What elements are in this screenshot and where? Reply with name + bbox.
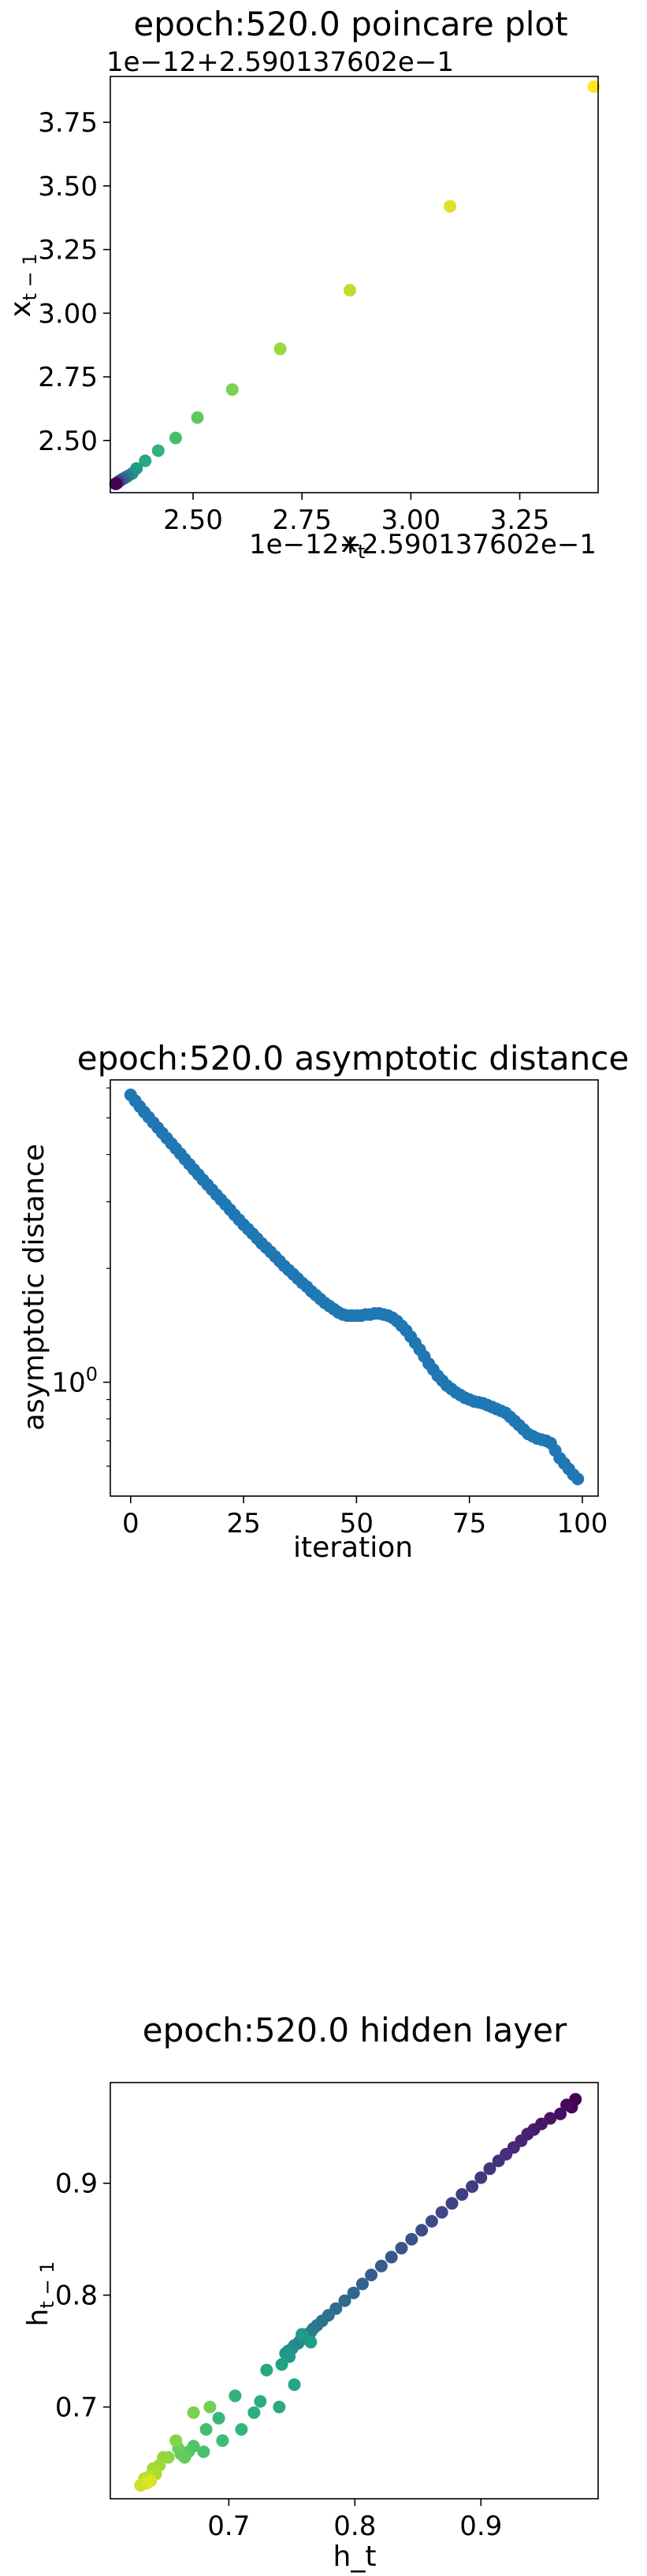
data-point — [212, 2411, 225, 2425]
hidden-y-label: ht − 1 — [22, 2261, 58, 2327]
y-tick-label: 100 — [51, 1364, 98, 1399]
data-point — [587, 80, 601, 93]
data-point — [273, 342, 287, 356]
data-point — [247, 2406, 261, 2419]
x-tick-label: 3.25 — [490, 504, 550, 536]
data-point — [191, 411, 204, 424]
data-point — [151, 444, 165, 457]
data-point — [374, 2259, 388, 2273]
x-tick-label: 2.50 — [163, 504, 223, 536]
x-tick-label: 0.8 — [333, 2511, 376, 2542]
asymptotic-chart: epoch:520.0 asymptotic distance 0 25 50 75 1… — [18, 1039, 629, 1564]
data-point — [365, 2269, 378, 2282]
hidden-points — [134, 2093, 582, 2492]
asymptotic-title: epoch:520.0 asymptotic distance — [77, 1039, 629, 1078]
x-tick-label: 0.7 — [207, 2511, 250, 2542]
y-tick-label: 3.00 — [38, 298, 98, 329]
data-point — [474, 2171, 488, 2184]
poincare-ticks: 2.50 2.75 3.00 3.25 2.50 2.75 3.00 3.25 3.50 3.75 — [38, 107, 549, 536]
data-point — [338, 2294, 351, 2307]
data-point — [483, 2162, 496, 2176]
data-point — [229, 2389, 242, 2403]
data-point — [109, 477, 122, 490]
poincare-frame — [110, 76, 599, 493]
y-tick-label: 0.7 — [55, 2392, 98, 2424]
data-point — [466, 2180, 479, 2193]
data-point — [273, 2400, 286, 2414]
x-tick-label: 75 — [452, 1508, 486, 1539]
x-tick-label: 2.75 — [272, 504, 332, 536]
data-point — [260, 2363, 273, 2377]
asymptotic-x-label: iteration — [293, 1532, 413, 1564]
x-tick-label: 3.00 — [381, 504, 441, 536]
hidden-title: epoch:520.0 hidden layer — [143, 2011, 567, 2049]
hidden-ticks: 0.7 0.8 0.9 0.7 0.8 0.9 — [55, 2168, 502, 2542]
poincare-title: epoch:520.0 poincare plot — [133, 5, 567, 43]
data-point — [492, 2154, 505, 2168]
x-tick-label: 50 — [340, 1508, 374, 1539]
data-point — [254, 2395, 267, 2408]
x-tick-label: 25 — [226, 1508, 260, 1539]
data-point — [216, 2434, 229, 2448]
asymptotic-frame — [110, 1079, 599, 1497]
y-tick-label: 3.50 — [38, 171, 98, 203]
data-point — [444, 199, 457, 213]
data-point — [405, 2232, 418, 2246]
y-tick-label: 2.75 — [38, 362, 98, 393]
data-point — [139, 454, 152, 467]
data-point — [571, 1472, 585, 1486]
poincare-chart: epoch:520.0 poincare plot 1e−12+2.590137… — [5, 5, 601, 563]
x-tick-label: 0 — [122, 1508, 139, 1539]
data-point — [343, 284, 356, 297]
data-point — [395, 2242, 408, 2255]
data-point — [415, 2224, 429, 2237]
data-point — [235, 2423, 248, 2436]
y-tick-label: 0.9 — [55, 2168, 98, 2200]
y-tick-label: 0.8 — [55, 2280, 98, 2312]
poincare-y-offset: 1e−12+2.590137602e−1 — [106, 47, 454, 78]
data-point — [178, 2451, 191, 2464]
hidden-x-label: h_t — [333, 2541, 377, 2573]
data-point — [197, 2445, 210, 2459]
data-point — [203, 2400, 217, 2414]
data-point — [560, 2098, 574, 2112]
data-point — [225, 383, 239, 396]
poincare-x-offset: 1e−12+2.590137602e−1 — [249, 529, 597, 560]
x-tick-label: 0.9 — [459, 2511, 502, 2542]
data-point — [187, 2406, 200, 2419]
data-point — [554, 2107, 567, 2120]
y-tick-label: 3.25 — [38, 235, 98, 266]
data-point — [144, 2474, 158, 2488]
data-point — [169, 431, 182, 445]
data-point — [304, 2336, 318, 2349]
data-point — [296, 2328, 309, 2341]
asymptotic-points — [124, 1089, 585, 1486]
data-point — [435, 2206, 448, 2219]
data-point — [283, 2350, 296, 2363]
hidden-chart: epoch:520.0 hidden layer 0.7 0.8 0.9 0.7 0.8… — [22, 2011, 599, 2573]
data-point — [385, 2250, 398, 2264]
data-point — [445, 2197, 459, 2210]
data-point — [275, 2358, 288, 2371]
data-point — [169, 2434, 183, 2448]
poincare-points — [109, 80, 601, 490]
data-point — [288, 2378, 301, 2392]
poincare-y-label: xt − 1 — [5, 253, 41, 317]
data-point — [347, 2286, 360, 2299]
y-tick-label: 3.75 — [38, 107, 98, 139]
data-point — [456, 2187, 469, 2201]
asymptotic-y-label: asymptotic distance — [18, 1144, 50, 1431]
data-point — [425, 2215, 438, 2228]
y-tick-label: 2.50 — [38, 426, 98, 457]
data-point — [199, 2423, 213, 2436]
hidden-frame — [110, 2082, 599, 2500]
x-tick-label: 100 — [556, 1508, 608, 1539]
data-point — [355, 2277, 369, 2291]
asymptotic-ticks: 0 25 50 75 100 100 — [51, 1087, 608, 1539]
